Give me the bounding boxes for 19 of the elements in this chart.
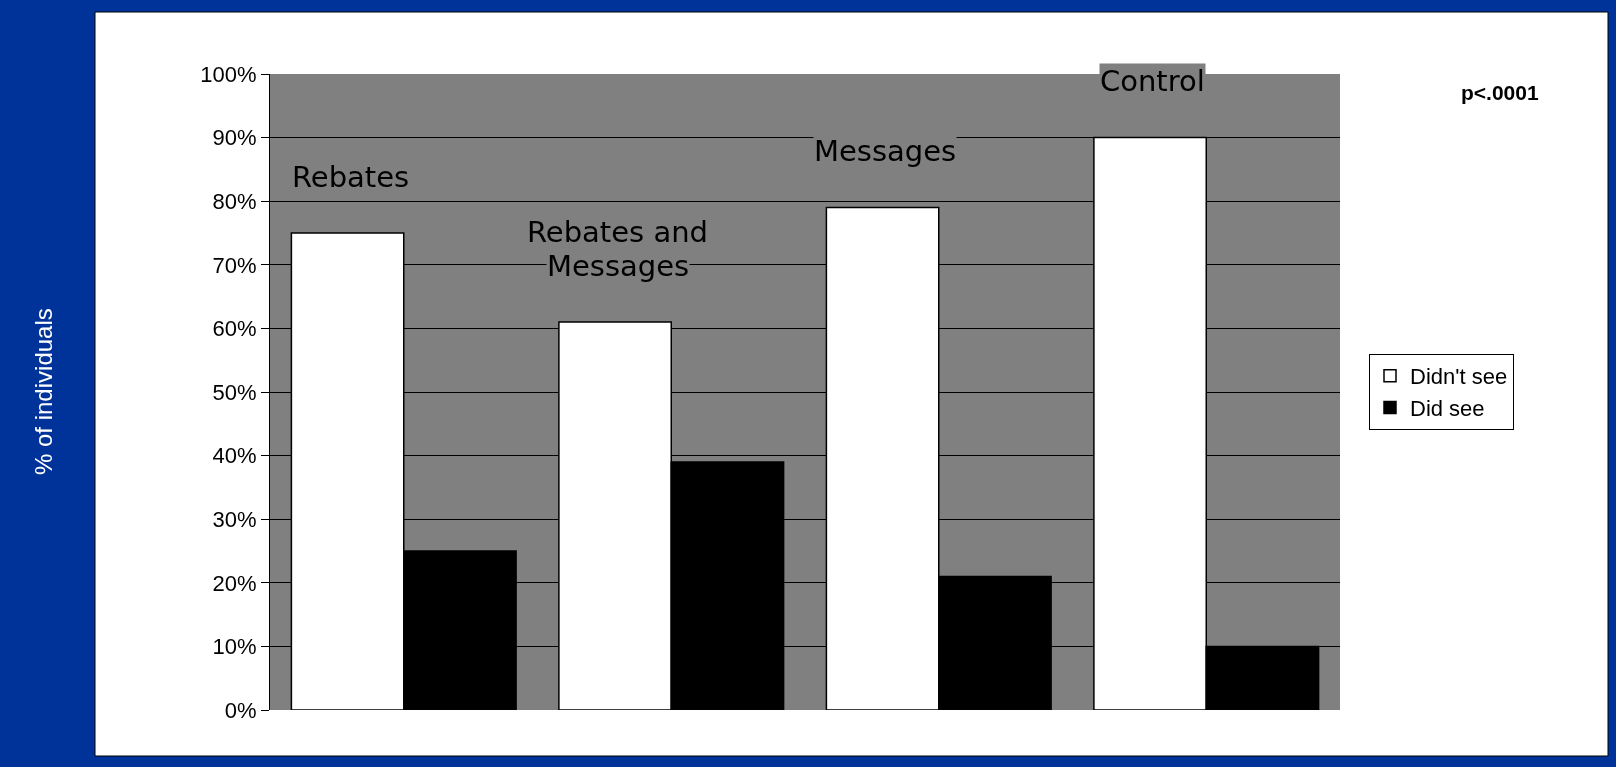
y-tick-label: 100% <box>200 61 257 87</box>
y-tick-label: 20% <box>212 570 257 596</box>
legend-label: Did see <box>1410 395 1485 421</box>
x-tick-label: Rebates <box>292 160 410 194</box>
y-tick-label: 80% <box>212 188 257 214</box>
y-tick-label: 10% <box>212 634 257 660</box>
x-tick-label: Messages <box>814 134 957 168</box>
y-tick-label: 70% <box>212 252 257 278</box>
y-tick-label: 30% <box>212 506 257 532</box>
legend-label: Didn't see <box>1410 364 1508 390</box>
y-tick-label: 50% <box>212 379 257 405</box>
x-tick-label: Control <box>1100 64 1205 98</box>
x-tick-label: Rebates and Messages <box>527 215 708 283</box>
y-tick-label: 60% <box>212 316 257 342</box>
y-tick-label: 40% <box>212 443 257 469</box>
text: p<.0001 <box>1461 81 1539 104</box>
y-tick-label: 90% <box>212 125 257 151</box>
text: % of individuals <box>30 308 57 475</box>
y-tick-label: 0% <box>224 697 257 723</box>
